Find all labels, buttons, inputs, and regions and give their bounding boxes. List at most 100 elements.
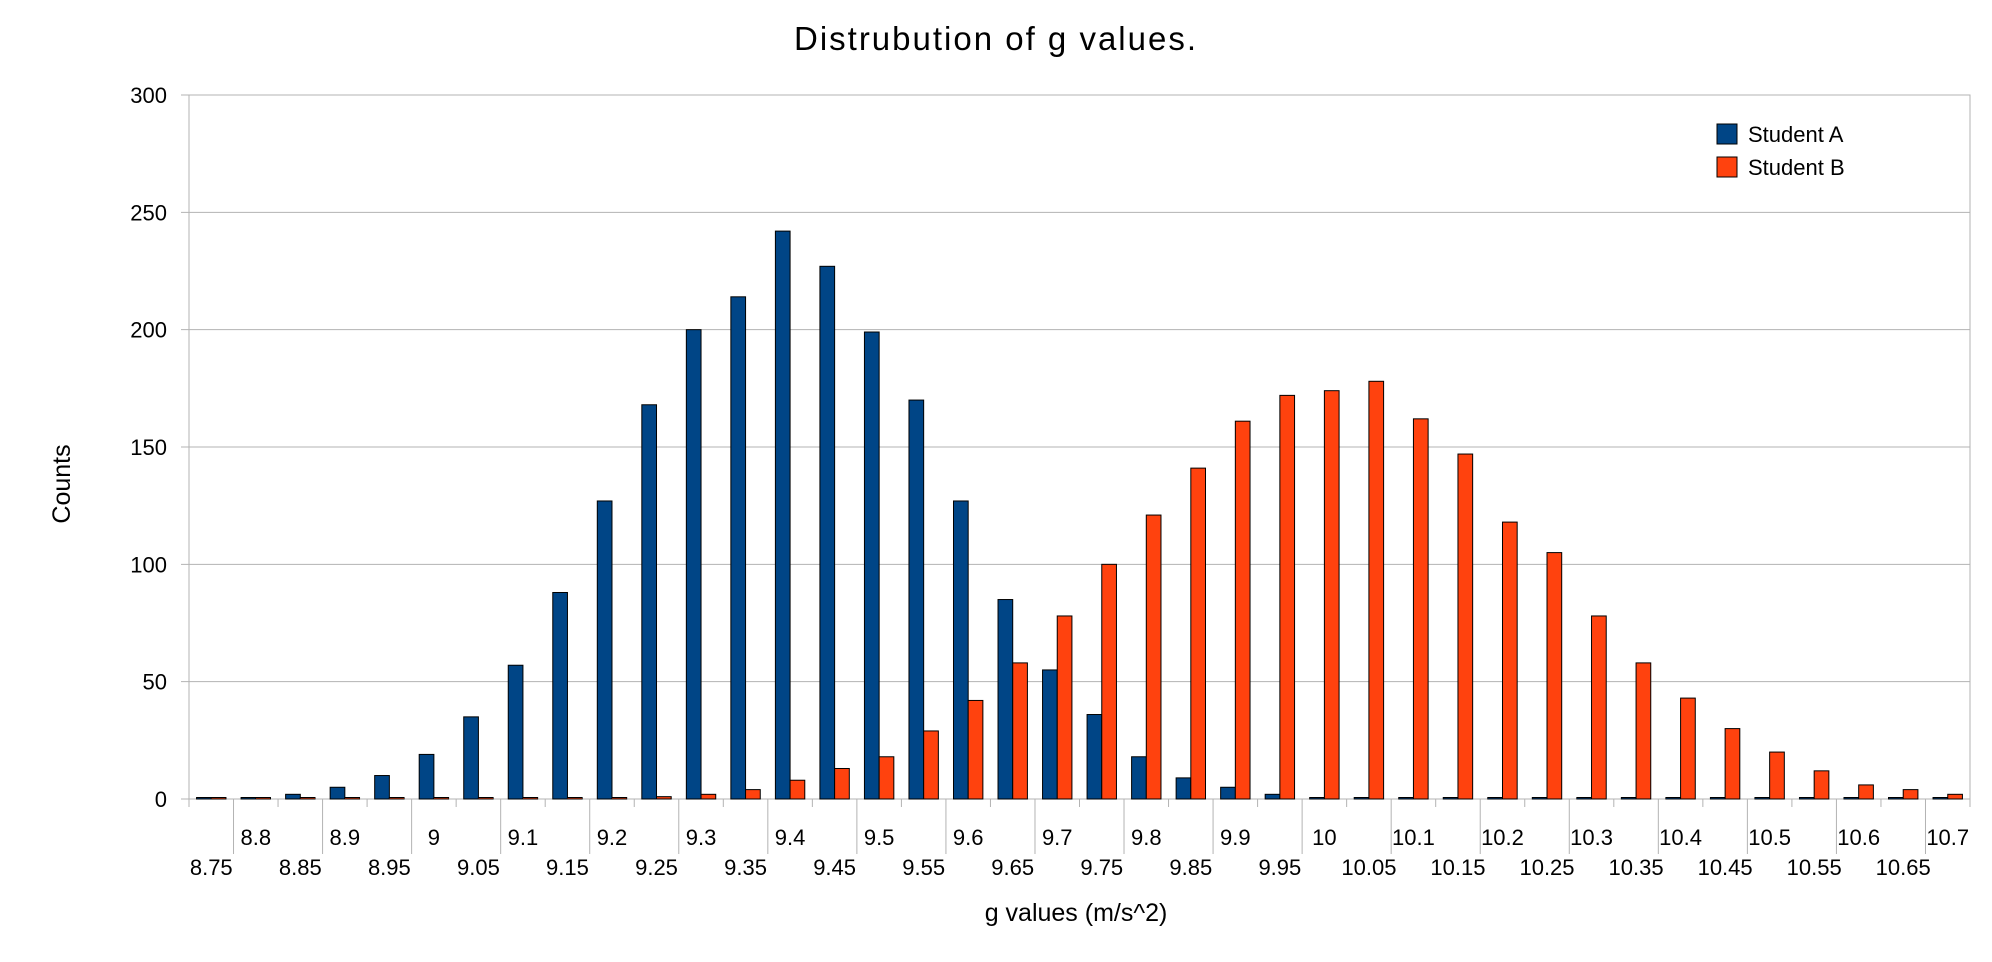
legend-swatch-student-b [1716,156,1738,178]
y-tick-label: 100 [130,552,167,577]
bar-student-b-10.3 [1591,615,1607,800]
x-tick-label: 9.55 [902,855,945,880]
bar-student-b-10.05 [1368,380,1385,800]
bar-student-b-9.7 [1056,615,1073,800]
bar-student-a-8.8 [240,797,257,800]
x-tick-label: 9.5 [864,825,895,850]
bar-student-a-8.75 [196,797,212,800]
x-tick-label: 10.45 [1698,855,1753,880]
bar-student-a-8.85 [285,793,301,800]
bar-student-b-9.1 [522,797,539,800]
bar-student-a-10.55 [1798,797,1815,800]
x-axis-ticks: 8.75 8.8 8.85 8.9 8.95 9 9.05 9.1 9.15 9.2 9.25 9.3… [188,799,1971,880]
bar-student-b-10.35 [1635,662,1652,800]
bar-student-b-9.6 [967,699,984,800]
bar-student-b-10.1 [1412,418,1429,800]
bar-student-a-9.35 [730,296,747,800]
bar-student-a-9.2 [596,500,613,800]
bar-student-b-9.5 [878,756,895,800]
bar-student-a-10.65 [1888,797,1904,800]
x-tick-label: 9.2 [597,825,628,850]
x-tick-label: 9.85 [1169,855,1212,880]
bar-student-b-10.4 [1680,697,1696,800]
bar-student-b-9.45 [834,767,850,800]
y-axis-label: Counts [48,444,76,523]
x-tick-label: 9.4 [775,825,806,850]
y-tick-label: 200 [130,318,167,343]
bar-student-a-10.1 [1398,797,1414,800]
x-tick-label: 10.6 [1837,825,1880,850]
x-tick-label: 10.1 [1392,825,1435,850]
x-tick-label: 10.55 [1787,855,1842,880]
x-tick-label: 10.25 [1519,855,1574,880]
bar-student-a-9.55 [908,399,925,800]
bar-student-b-9.35 [745,789,761,800]
bar-student-a-10.05 [1353,797,1370,800]
x-tick-label: 10.2 [1481,825,1524,850]
bar-student-b-9.9 [1234,420,1251,800]
x-tick-label: 10.3 [1570,825,1613,850]
bar-student-b-10.45 [1724,728,1741,800]
bar-student-a-10.45 [1709,797,1726,800]
bar-student-a-10.4 [1665,797,1682,800]
bar-student-b-9.55 [923,730,939,800]
bar-student-b-10.7 [1947,793,1963,800]
bar-student-b-9.3 [700,793,717,800]
x-tick-label: 8.85 [279,855,322,880]
bar-student-b-9.05 [477,797,494,800]
bar-student-a-8.95 [374,775,390,800]
y-tick-label: 150 [130,435,167,460]
y-tick-label: 50 [143,670,167,695]
bar-student-a-9.95 [1264,793,1281,800]
y-tick-label: 0 [155,787,167,812]
x-tick-label: 8.8 [240,825,271,850]
bar-student-b-8.75 [210,797,227,800]
x-tick-label: 9.9 [1220,825,1251,850]
legend-label-student-b: Student B [1748,155,1845,180]
x-tick-label: 10.15 [1430,855,1485,880]
x-tick-label: 9.7 [1042,825,1073,850]
bar-student-a-9.6 [952,500,969,800]
bar-student-b-10.2 [1501,521,1518,800]
x-tick-label: 9.95 [1258,855,1301,880]
legend-label-student-a: Student A [1748,122,1844,147]
bar-student-b-9.8 [1145,514,1162,800]
x-tick-label: 9 [428,825,440,850]
bar-student-b-8.8 [255,797,271,800]
bar-student-b-9.25 [656,796,672,800]
x-tick-label: 9.45 [813,855,856,880]
bar-student-a-9 [418,753,435,800]
x-tick-label: 9.05 [457,855,500,880]
bar-student-a-9.15 [552,591,568,800]
x-tick-label: 9.6 [953,825,984,850]
bar-student-a-10.7 [1932,797,1949,800]
bar-student-b-8.85 [299,797,316,800]
x-tick-label: 8.75 [190,855,233,880]
legend-swatch-student-a [1716,123,1738,145]
legend: Student A Student B [1716,122,1845,180]
x-tick-label: 9.3 [686,825,717,850]
x-tick-label: 9.65 [991,855,1034,880]
bar-student-b-10.6 [1858,784,1874,800]
bar-student-b-10 [1323,390,1340,800]
bar-student-a-9.8 [1131,756,1147,800]
bar-student-b-9.65 [1012,662,1028,800]
bar-student-a-10.5 [1754,797,1771,800]
bar-student-b-10.5 [1769,751,1785,800]
gridlines [181,94,1971,800]
bar-student-b-10.65 [1902,789,1919,800]
bar-student-a-9.85 [1175,777,1192,800]
chart-title: Distrubution of g values. [794,20,1198,57]
bar-student-a-9.3 [685,329,702,800]
x-tick-label: 10.4 [1659,825,1702,850]
bar-student-a-10.6 [1843,797,1860,800]
bar-student-a-9.4 [774,230,791,800]
bar-student-a-10 [1309,797,1325,800]
bar-student-b-8.9 [344,797,361,800]
bar-student-a-9.45 [819,265,836,800]
x-tick-label: 10.5 [1748,825,1791,850]
bar-student-b-9.85 [1190,467,1207,800]
x-tick-label: 10.7 [1926,825,1969,850]
bar-student-b-10.55 [1813,770,1830,800]
bar-student-a-9.9 [1220,786,1236,800]
